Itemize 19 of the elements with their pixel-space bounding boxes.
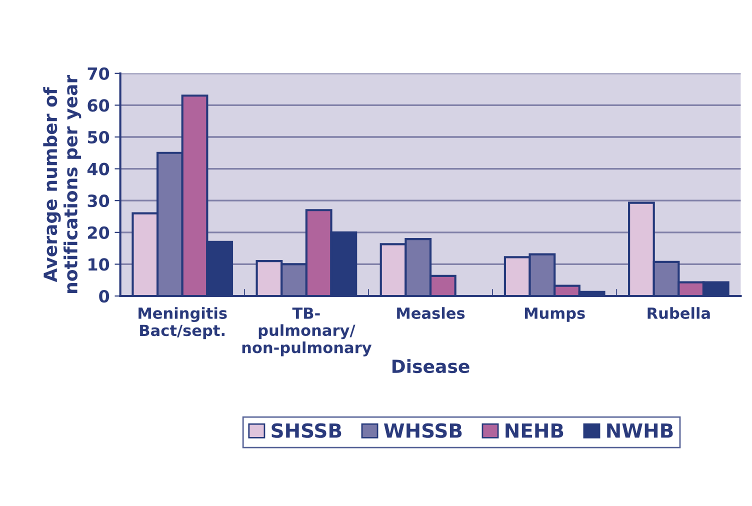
x-tick-label: Meningitis Bact/sept. [138, 307, 227, 340]
y-tick-label: 30 [88, 194, 110, 208]
y-tick-label: 10 [88, 258, 110, 271]
legend-label: WHSSB [384, 423, 462, 438]
x-tick-label: Measles [397, 307, 465, 319]
legend-label: NWHB [607, 423, 673, 438]
x-tick-label: Mumps [524, 308, 585, 322]
legend-label: SHSSB [272, 423, 342, 438]
y-tick-label: 50 [88, 130, 110, 144]
y-tick-label: 70 [88, 67, 110, 80]
y-tick-label: 0 [99, 290, 110, 303]
y-axis-title: Average number of notifications per year [43, 74, 82, 293]
x-axis-title: Disease [392, 359, 470, 374]
x-tick-label: TB- pulmonary/ non-pulmonary [242, 308, 372, 356]
y-tick-label: 60 [88, 99, 110, 112]
y-tick-label: 20 [88, 226, 110, 239]
x-tick-label: Rubella [648, 307, 710, 319]
legend-label: NEHB [506, 423, 564, 438]
y-tick-label: 40 [87, 162, 110, 176]
